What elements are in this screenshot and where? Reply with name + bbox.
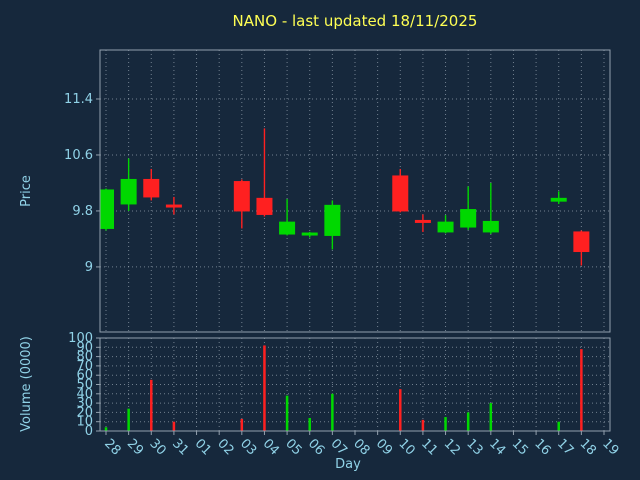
volume-tick-label: 30 [76, 396, 93, 411]
candle-body [460, 209, 477, 228]
volume-tick-label: 80 [76, 350, 93, 365]
candle-body [437, 221, 454, 233]
candle-body [573, 231, 590, 253]
volume-bar [240, 418, 244, 431]
price-axis-label: Price [19, 175, 34, 207]
volume-tick-label: 70 [76, 359, 93, 374]
candles-group [100, 128, 590, 266]
price-tick-label: 9 [85, 260, 93, 275]
volume-tick-label: 90 [76, 340, 93, 355]
volume-bar [421, 419, 425, 431]
volume-bar [466, 412, 470, 431]
chart-title: NANO - last updated 18/11/2025 [233, 12, 478, 30]
volume-tick-label: 0 [85, 424, 93, 439]
candle-body [301, 232, 318, 236]
volume-bar [489, 403, 493, 431]
price-panel-frame [99, 49, 611, 333]
volume-bar [557, 421, 560, 431]
candle-body [414, 219, 431, 223]
candle-body [324, 204, 341, 236]
x-axis-label: Day [335, 457, 361, 472]
data-layer [100, 128, 590, 431]
volume-axis-label: Volume (0000) [19, 336, 34, 432]
volume-tick-label: 40 [76, 387, 93, 402]
volume-bar [150, 379, 153, 431]
candle-body [550, 197, 567, 202]
volume-bar [104, 427, 108, 431]
volume-bar [263, 345, 266, 431]
candle-body [165, 204, 182, 208]
volume-bar [127, 408, 130, 431]
volume-tick-label: 10 [76, 415, 93, 430]
candle-body [482, 220, 499, 233]
candle-body [256, 197, 273, 215]
volume-tick-label: 20 [76, 405, 93, 420]
candle-body [120, 178, 137, 205]
volume-bar [308, 417, 311, 431]
volume-bar [331, 393, 334, 431]
volume-bars-group [104, 345, 583, 431]
candle-body [100, 189, 114, 229]
price-tick-label: 11.4 [64, 92, 93, 107]
price-tick-label: 9.8 [72, 204, 93, 219]
volume-bar [580, 349, 583, 431]
volume-bar [172, 421, 176, 431]
volume-tick-label: 50 [76, 378, 93, 393]
price-tick-label: 10.6 [64, 148, 93, 163]
candle-body [279, 221, 296, 235]
volume-bar [444, 417, 447, 431]
volume-bar [399, 389, 402, 431]
volume-tick-label: 60 [76, 368, 93, 383]
volume-bar [285, 395, 289, 431]
volume-tick-label: 100 [68, 331, 93, 346]
candle-body [392, 175, 409, 212]
candle-body [233, 181, 250, 212]
candle-body [143, 178, 160, 198]
